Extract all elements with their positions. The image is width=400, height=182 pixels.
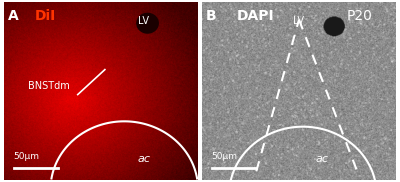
Text: 50μm: 50μm (212, 152, 238, 161)
Text: DiI: DiI (35, 9, 56, 23)
Circle shape (137, 13, 158, 33)
Text: LV: LV (294, 16, 304, 26)
Text: ac: ac (316, 154, 329, 164)
Text: A: A (8, 9, 19, 23)
Text: 50μm: 50μm (14, 152, 40, 161)
Text: ac: ac (137, 154, 150, 164)
Text: LV: LV (138, 16, 149, 26)
Text: P20: P20 (347, 9, 373, 23)
Text: DAPI: DAPI (237, 9, 274, 23)
Text: BNSTdm: BNSTdm (28, 81, 70, 91)
Text: B: B (206, 9, 216, 23)
